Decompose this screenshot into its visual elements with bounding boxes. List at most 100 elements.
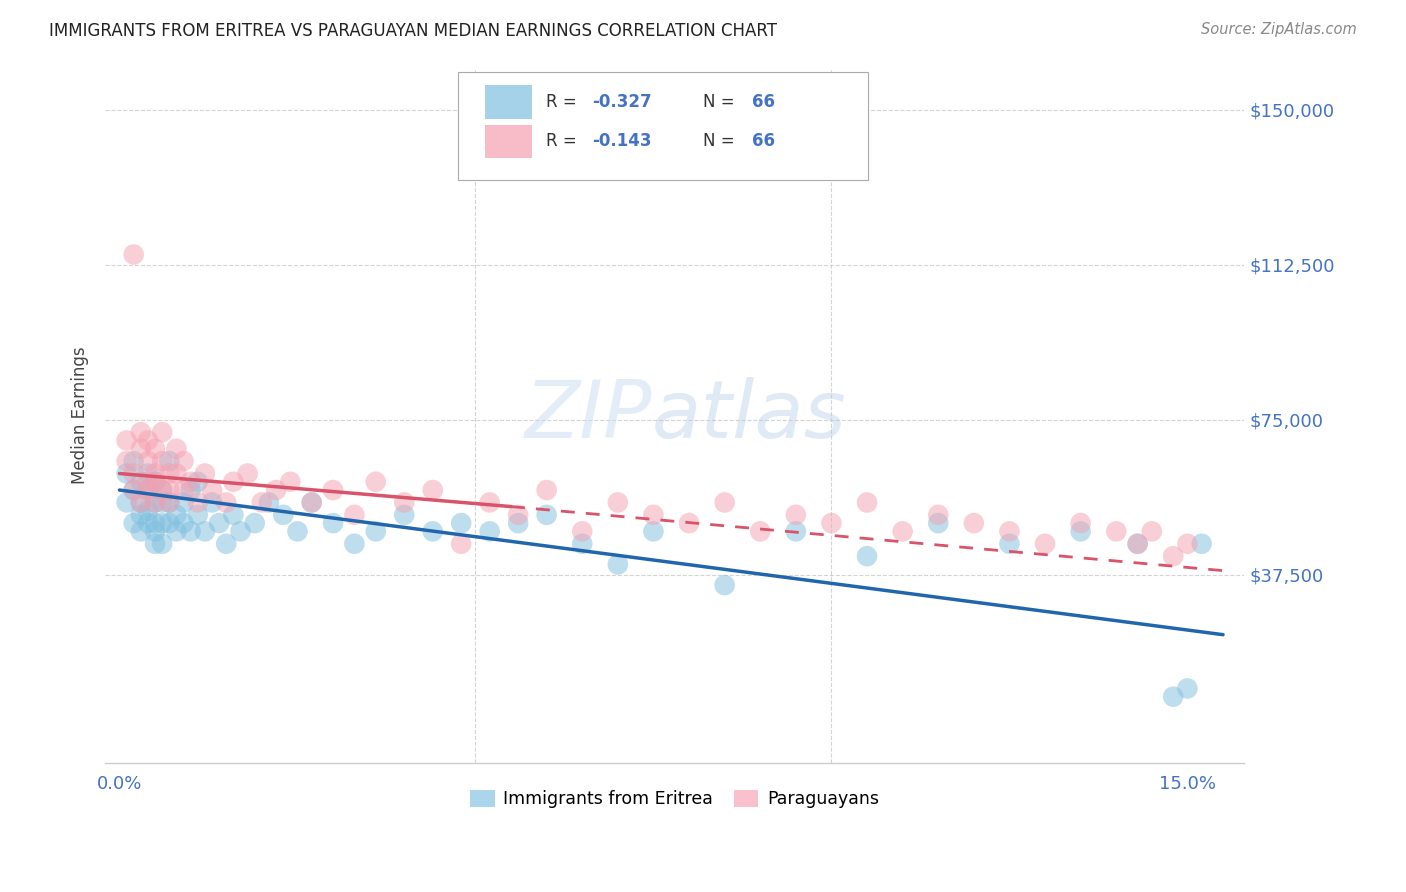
Point bbox=[115, 454, 138, 468]
Point bbox=[122, 483, 145, 497]
Point bbox=[165, 524, 187, 539]
Point bbox=[749, 524, 772, 539]
Point bbox=[201, 483, 224, 497]
Point bbox=[143, 475, 166, 489]
Y-axis label: Median Earnings: Median Earnings bbox=[72, 347, 89, 484]
Point bbox=[194, 467, 217, 481]
Point bbox=[129, 425, 152, 440]
Point bbox=[571, 537, 593, 551]
Point bbox=[343, 508, 366, 522]
Point bbox=[856, 549, 879, 564]
Point bbox=[122, 516, 145, 530]
Point bbox=[173, 454, 195, 468]
Point bbox=[222, 475, 245, 489]
Point bbox=[322, 483, 344, 497]
Point bbox=[508, 508, 530, 522]
Point bbox=[143, 537, 166, 551]
Point bbox=[136, 467, 159, 481]
Point bbox=[187, 495, 209, 509]
Point bbox=[257, 495, 280, 509]
Point bbox=[998, 524, 1021, 539]
Text: -0.327: -0.327 bbox=[592, 93, 651, 111]
Point bbox=[678, 516, 700, 530]
Text: 66: 66 bbox=[752, 93, 775, 111]
Point bbox=[222, 508, 245, 522]
Point bbox=[785, 524, 807, 539]
Point bbox=[173, 483, 195, 497]
Point bbox=[157, 467, 180, 481]
Point bbox=[508, 516, 530, 530]
Point bbox=[229, 524, 252, 539]
Point bbox=[122, 483, 145, 497]
Point bbox=[643, 508, 665, 522]
Point bbox=[136, 483, 159, 497]
Point bbox=[1033, 537, 1056, 551]
Point bbox=[150, 483, 173, 497]
Point bbox=[136, 434, 159, 448]
Point bbox=[1161, 690, 1184, 704]
Point bbox=[271, 508, 294, 522]
Point bbox=[157, 516, 180, 530]
Point bbox=[250, 495, 273, 509]
Point bbox=[278, 475, 301, 489]
FancyBboxPatch shape bbox=[485, 125, 533, 158]
Text: 66: 66 bbox=[752, 132, 775, 151]
Text: N =: N = bbox=[703, 93, 740, 111]
Point bbox=[122, 247, 145, 261]
Point bbox=[891, 524, 914, 539]
Point bbox=[1126, 537, 1149, 551]
Point bbox=[136, 454, 159, 468]
Point bbox=[215, 537, 238, 551]
Point bbox=[478, 495, 501, 509]
Point bbox=[129, 495, 152, 509]
Point bbox=[364, 475, 387, 489]
Point bbox=[364, 524, 387, 539]
Text: 0.0%: 0.0% bbox=[97, 775, 142, 793]
Point bbox=[998, 537, 1021, 551]
Point bbox=[201, 495, 224, 509]
Point bbox=[115, 467, 138, 481]
Point bbox=[422, 524, 444, 539]
Point bbox=[301, 495, 323, 509]
Point bbox=[571, 524, 593, 539]
Text: IMMIGRANTS FROM ERITREA VS PARAGUAYAN MEDIAN EARNINGS CORRELATION CHART: IMMIGRANTS FROM ERITREA VS PARAGUAYAN ME… bbox=[49, 22, 778, 40]
Point bbox=[165, 467, 187, 481]
Point bbox=[606, 495, 628, 509]
Point bbox=[478, 524, 501, 539]
Point bbox=[150, 454, 173, 468]
Point bbox=[536, 508, 558, 522]
Point bbox=[143, 467, 166, 481]
Point bbox=[243, 516, 266, 530]
Point bbox=[173, 516, 195, 530]
Point bbox=[157, 495, 180, 509]
Point bbox=[136, 483, 159, 497]
Point bbox=[1126, 537, 1149, 551]
Point bbox=[713, 578, 735, 592]
Point bbox=[343, 537, 366, 551]
Point bbox=[129, 495, 152, 509]
Point bbox=[1177, 537, 1199, 551]
Point bbox=[422, 483, 444, 497]
Point bbox=[1070, 516, 1092, 530]
Point bbox=[136, 516, 159, 530]
Point bbox=[150, 495, 173, 509]
Point bbox=[1191, 537, 1213, 551]
Point bbox=[322, 516, 344, 530]
Text: atlas: atlas bbox=[652, 376, 846, 455]
Point bbox=[122, 467, 145, 481]
Point bbox=[122, 454, 145, 468]
Point bbox=[194, 524, 217, 539]
Point bbox=[129, 508, 152, 522]
Point bbox=[136, 475, 159, 489]
Point bbox=[536, 483, 558, 497]
Point bbox=[180, 483, 202, 497]
Point bbox=[287, 524, 309, 539]
Point bbox=[180, 475, 202, 489]
FancyBboxPatch shape bbox=[458, 72, 869, 179]
Point bbox=[136, 504, 159, 518]
Point bbox=[1177, 681, 1199, 696]
Point bbox=[1161, 549, 1184, 564]
Point bbox=[157, 495, 180, 509]
Point bbox=[150, 537, 173, 551]
Point bbox=[143, 516, 166, 530]
